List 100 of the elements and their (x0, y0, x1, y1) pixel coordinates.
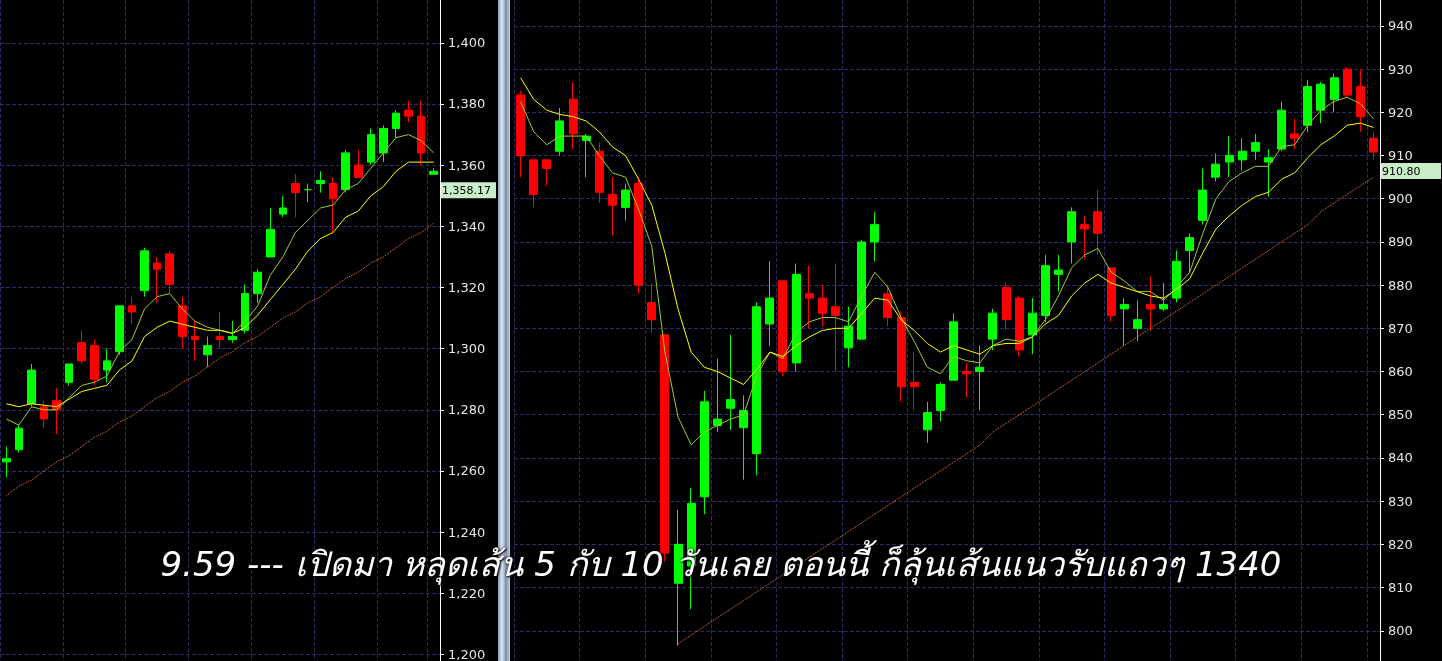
y-tick-label: 1,280 (448, 402, 486, 418)
y-tick-label: 1,200 (448, 647, 486, 661)
candlestick (1120, 297, 1129, 347)
candlestick (1146, 276, 1155, 331)
line-series (5, 222, 435, 496)
candlestick (1041, 254, 1050, 323)
candlestick (2, 446, 11, 478)
candlestick (1054, 254, 1063, 293)
candlestick (1093, 189, 1102, 256)
candlestick (128, 296, 136, 325)
candlestick (1277, 101, 1286, 152)
y-tick-label: 860 (1388, 364, 1413, 380)
candlestick (40, 400, 48, 429)
candlestick (1211, 152, 1220, 182)
y-tick-label: 800 (1388, 623, 1413, 639)
y-tick-label: 830 (1388, 493, 1413, 509)
candlestick (1356, 68, 1365, 133)
candlestick (949, 312, 958, 381)
candlestick (634, 176, 643, 295)
candlestick (15, 424, 23, 454)
candlestick (1080, 215, 1089, 260)
candlestick (818, 284, 827, 327)
candlestick (529, 159, 538, 208)
candlestick (1107, 267, 1116, 323)
candlestick (228, 320, 237, 344)
y-tick-label: 1,300 (448, 341, 486, 357)
y-tick-label: 1,320 (448, 279, 486, 295)
candlestick (103, 348, 111, 383)
candlestick (792, 263, 801, 373)
candlestick (404, 100, 413, 123)
candlestick (1028, 297, 1037, 355)
candlestick (354, 149, 363, 178)
candlestick (923, 401, 932, 444)
y-tick-label: 870 (1388, 320, 1413, 336)
candlestick (216, 311, 224, 350)
candlestick (1251, 133, 1260, 161)
line-series (677, 176, 1374, 645)
candlestick (1185, 232, 1194, 273)
candlestick (897, 310, 906, 403)
candlestick (1225, 135, 1234, 178)
y-tick-label: 900 (1388, 191, 1413, 207)
candlestick (1316, 81, 1325, 124)
candlestick (178, 296, 187, 350)
y-tick-label: 1,340 (448, 218, 486, 234)
candlestick (988, 308, 997, 351)
candlestick (65, 363, 73, 386)
candlestick (140, 247, 149, 298)
candlestick (831, 263, 840, 373)
candlestick (555, 107, 564, 157)
candlestick (291, 173, 300, 218)
candlestick (241, 283, 249, 334)
y-tick-label: 810 (1388, 580, 1413, 596)
y-tick-label: 920 (1388, 104, 1413, 120)
candlestick (936, 381, 945, 422)
y-tick-label: 880 (1388, 277, 1413, 293)
y-tick-label: 930 (1388, 61, 1413, 77)
y-tick-label: 850 (1388, 407, 1413, 423)
y-tick-label: 1,260 (448, 463, 486, 479)
candlestick (739, 394, 748, 481)
y-tick-label: 1,400 (448, 35, 486, 51)
candlestick (1133, 299, 1142, 342)
candlestick (608, 176, 617, 236)
line-series (520, 96, 1374, 446)
candlestick (1369, 131, 1378, 161)
candlestick (1343, 66, 1352, 98)
candlestick (595, 142, 604, 204)
y-tick-label: 1,240 (448, 524, 486, 540)
candlestick (870, 211, 879, 262)
y-tick-label: 840 (1388, 450, 1413, 466)
y-tick-label: 820 (1388, 536, 1413, 552)
candlestick (379, 124, 388, 163)
candlestick (516, 90, 525, 178)
candlestick (778, 280, 787, 377)
candlestick (1172, 250, 1181, 303)
text: 1,358.17 (442, 183, 491, 197)
candlestick (203, 335, 212, 368)
candlestick (153, 256, 161, 304)
y-tick-label: 910 (1388, 148, 1413, 164)
candlestick (316, 170, 325, 194)
candlestick (910, 351, 919, 411)
candlestick (713, 358, 722, 433)
candlestick (429, 167, 438, 175)
line-series (5, 134, 435, 426)
candlestick (304, 183, 312, 203)
candlestick (1264, 148, 1273, 198)
candlestick (700, 390, 709, 515)
y-tick-label: 1,220 (448, 585, 486, 601)
candlestick (1198, 167, 1207, 226)
line-series (520, 77, 1374, 385)
candlestick (279, 195, 287, 218)
candlestick (647, 282, 656, 334)
candlestick (1303, 79, 1312, 133)
candlestick (805, 265, 814, 329)
candlestick (77, 329, 86, 365)
candlestick (253, 268, 262, 304)
y-tick-label: 890 (1388, 234, 1413, 250)
text: 910.80 (1382, 164, 1421, 178)
candlestick (266, 207, 275, 258)
candlestick (341, 149, 350, 194)
y-tick-label: 940 (1388, 18, 1413, 34)
